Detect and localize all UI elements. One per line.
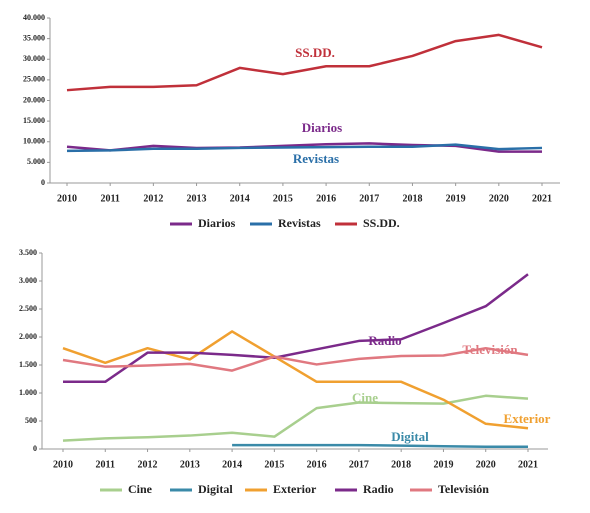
series-line <box>66 33 543 92</box>
y-tick-label: 5.000 <box>27 157 45 166</box>
y-tick-label: 3.000 <box>19 276 37 285</box>
y-tick-label: 25.000 <box>23 75 45 84</box>
y-tick-label: 2.500 <box>19 304 37 313</box>
y-tick-label: 20.000 <box>23 95 45 104</box>
legend-label: Televisión <box>438 482 489 496</box>
x-tick-label: 2017 <box>359 193 379 204</box>
legend-label: Diarios <box>198 216 236 230</box>
y-tick-label: 500 <box>25 416 37 425</box>
x-tick-label: 2021 <box>532 193 552 204</box>
annotation: Exterior <box>504 411 551 426</box>
series-line <box>62 394 529 442</box>
legend-label: Digital <box>198 482 233 496</box>
y-tick-label: 1.500 <box>19 360 37 369</box>
x-tick-label: 2013 <box>187 193 207 204</box>
series-line <box>66 143 543 153</box>
legend-label: Radio <box>363 482 394 496</box>
annotation: SS.DD. <box>295 45 335 60</box>
y-tick-label: 0 <box>33 444 37 453</box>
annotation: Diarios <box>302 120 342 135</box>
series-line <box>62 346 529 372</box>
annotation: Revistas <box>293 151 339 166</box>
y-tick-label: 10.000 <box>23 137 45 146</box>
x-tick-label: 2011 <box>100 193 119 204</box>
y-tick-label: 3.500 <box>19 248 37 257</box>
legend-label: Revistas <box>278 216 321 230</box>
x-tick-label: 2019 <box>433 459 453 470</box>
annotation: Digital <box>391 429 429 444</box>
series-line <box>66 142 542 153</box>
legend-label: Exterior <box>273 482 317 496</box>
x-tick-label: 2010 <box>57 193 77 204</box>
x-tick-label: 2010 <box>53 459 73 470</box>
x-tick-label: 2016 <box>316 193 336 204</box>
x-tick-label: 2021 <box>518 459 538 470</box>
annotation: Radio <box>368 333 401 348</box>
legend-label: Cine <box>128 482 153 496</box>
series-line <box>62 330 529 430</box>
x-tick-label: 2014 <box>230 193 250 204</box>
series-line <box>63 273 529 384</box>
x-tick-label: 2012 <box>143 193 163 204</box>
annotation: Cine <box>352 390 378 405</box>
x-tick-label: 2015 <box>264 459 284 470</box>
x-tick-label: 2018 <box>402 193 422 204</box>
y-tick-label: 1.000 <box>19 388 37 397</box>
x-tick-label: 2011 <box>96 459 115 470</box>
y-tick-label: 15.000 <box>23 116 45 125</box>
legend-label: SS.DD. <box>363 216 400 230</box>
x-tick-label: 2015 <box>273 193 293 204</box>
y-tick-label: 2.000 <box>19 332 37 341</box>
x-tick-label: 2013 <box>180 459 200 470</box>
x-tick-label: 2019 <box>446 193 466 204</box>
annotation: Televisión <box>462 342 518 357</box>
y-tick-label: 40.000 <box>23 13 45 22</box>
x-tick-label: 2012 <box>138 459 158 470</box>
y-tick-label: 35.000 <box>23 33 45 42</box>
x-tick-label: 2017 <box>349 459 369 470</box>
y-tick-label: 30.000 <box>23 54 45 63</box>
x-tick-label: 2020 <box>489 193 509 204</box>
x-tick-label: 2020 <box>476 459 496 470</box>
x-tick-label: 2014 <box>222 459 242 470</box>
series-line <box>232 443 528 449</box>
x-tick-label: 2018 <box>391 459 411 470</box>
y-tick-label: 0 <box>41 178 45 187</box>
x-tick-label: 2016 <box>307 459 327 470</box>
